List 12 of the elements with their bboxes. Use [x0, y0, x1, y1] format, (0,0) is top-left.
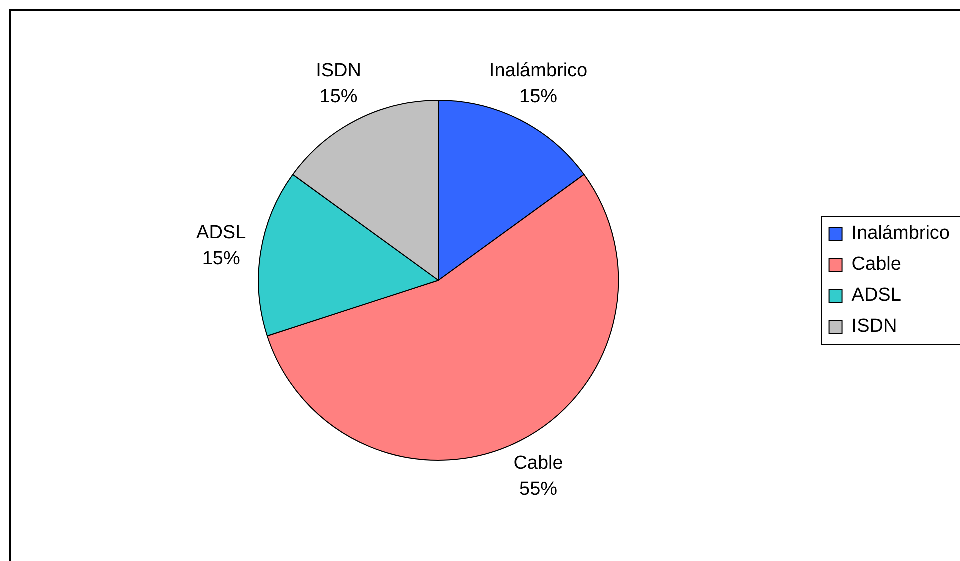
data-label: 55%	[520, 478, 558, 500]
slice-label: ADSL	[196, 222, 246, 244]
data-label: 15%	[520, 86, 558, 108]
legend-label: ISDN	[852, 316, 898, 338]
data-label: 15%	[320, 86, 358, 108]
data-label: 15%	[202, 248, 240, 270]
slice-label: Inalámbrico	[489, 60, 588, 82]
legend-label: ADSL	[852, 285, 902, 306]
slice-label: ISDN	[316, 60, 362, 82]
legend-label: Cable	[852, 254, 902, 276]
slice-label: Cable	[514, 452, 564, 474]
legend-label: Inalámbrico	[852, 223, 950, 244]
